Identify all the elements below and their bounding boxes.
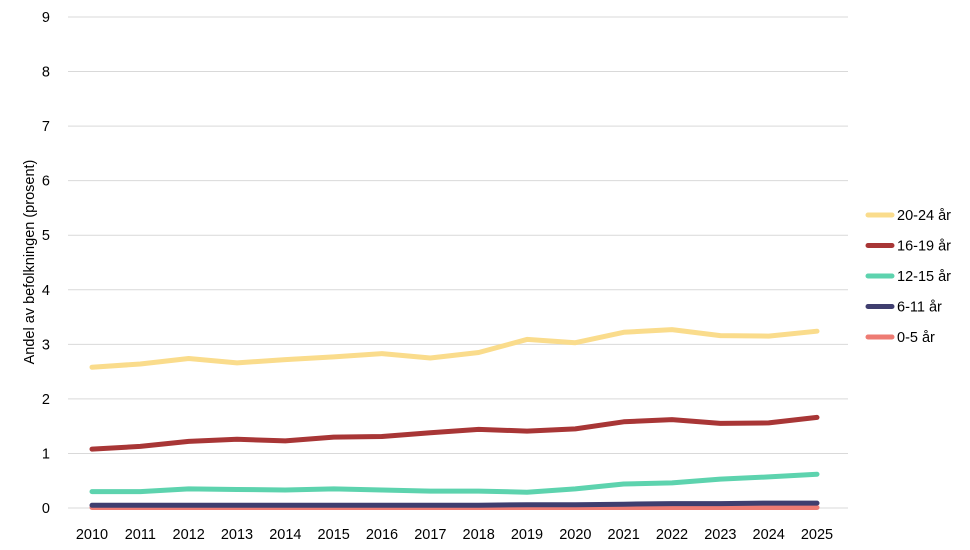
x-tick-label: 2025 — [801, 527, 833, 543]
y-axis-title: Andel av befolkningen (prosent) — [22, 160, 38, 365]
series-line-12-15-r — [89, 471, 820, 495]
x-tick-label: 2024 — [753, 527, 785, 543]
y-tick-label: 3 — [42, 337, 50, 353]
x-tick-label: 2011 — [125, 527, 156, 543]
y-tick-label: 4 — [42, 283, 50, 299]
x-tick-label: 2015 — [318, 527, 350, 543]
x-tick-label: 2018 — [463, 527, 495, 543]
y-tick-label: 6 — [42, 174, 50, 190]
y-axis-ticks: 0 1 2 3 4 5 6 7 8 9 — [42, 10, 50, 517]
x-tick-label: 2016 — [366, 527, 398, 543]
gridlines — [68, 16, 848, 509]
series-line-16-19-r — [89, 414, 820, 452]
y-tick-label: 0 — [42, 501, 50, 517]
y-tick-label: 8 — [42, 65, 50, 81]
series-line-20-24-r — [89, 327, 820, 370]
x-tick-label: 2010 — [76, 527, 108, 543]
x-tick-label: 2012 — [173, 527, 205, 543]
x-tick-label: 2021 — [608, 527, 640, 543]
x-tick-label: 2017 — [414, 527, 446, 543]
x-tick-label: 2019 — [511, 527, 543, 543]
legend-label: 0-5 år — [897, 330, 935, 346]
legend-label: 12-15 år — [897, 269, 951, 285]
x-tick-label: 2013 — [221, 527, 253, 543]
series-lines — [89, 327, 820, 510]
legend: 20-24 år 16-19 år 12-15 år 6-11 år 0-5 år — [865, 208, 951, 346]
x-tick-label: 2022 — [656, 527, 688, 543]
legend-label: 16-19 år — [897, 239, 951, 255]
legend-label: 6-11 år — [897, 300, 942, 316]
y-tick-label: 5 — [42, 228, 50, 244]
y-tick-label: 7 — [42, 119, 50, 135]
series-line-6-11-r — [89, 500, 820, 508]
y-tick-label: 1 — [42, 446, 50, 462]
x-tick-label: 2023 — [704, 527, 736, 543]
x-tick-label: 2014 — [269, 527, 301, 543]
x-axis-ticks: 2010 2011 2012 2013 2014 2015 2016 2017 2018 2019… — [76, 527, 833, 543]
legend-label: 20-24 år — [897, 208, 951, 224]
x-tick-label: 2020 — [559, 527, 591, 543]
y-tick-label: 9 — [42, 10, 50, 26]
y-tick-label: 2 — [42, 392, 50, 408]
